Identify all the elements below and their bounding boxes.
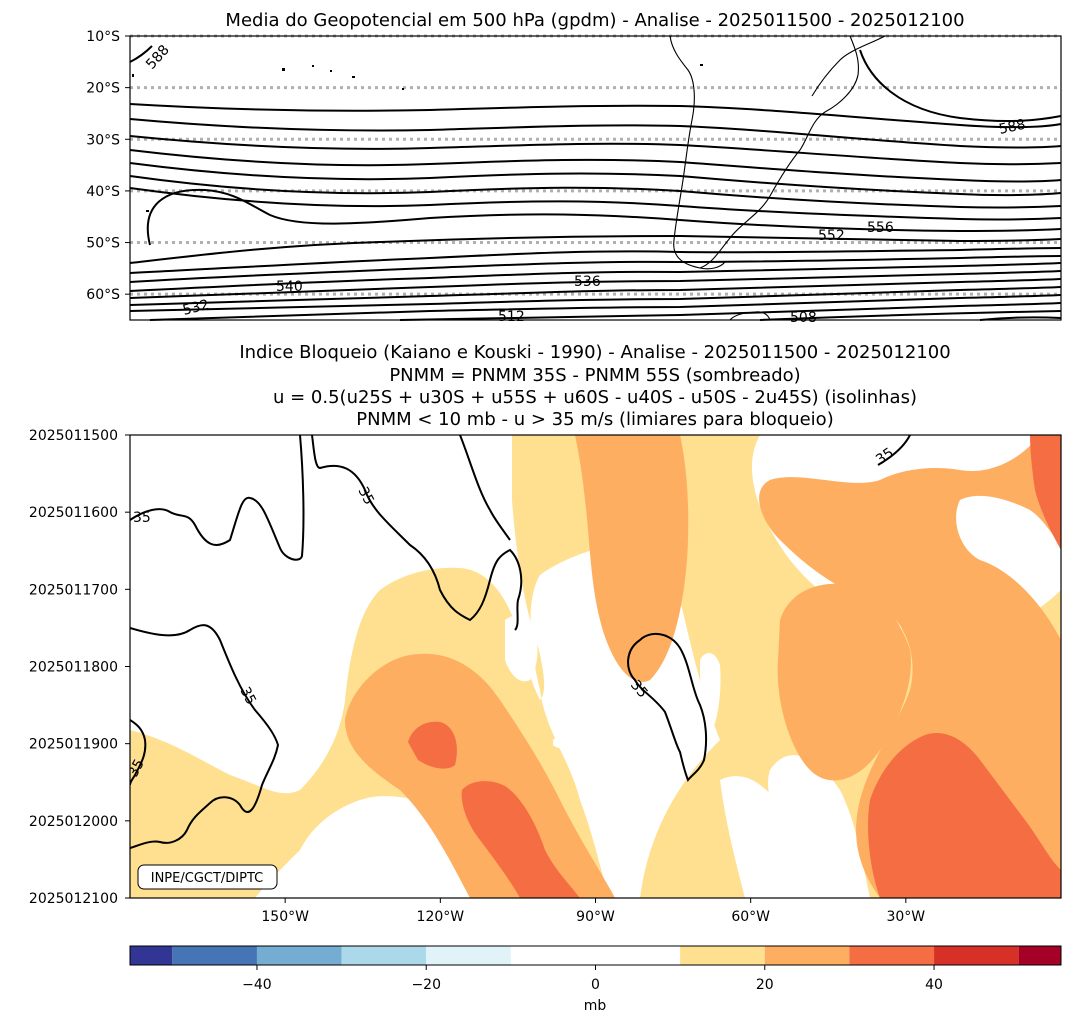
contour-label: 588 xyxy=(998,117,1027,138)
colorbar-ticks: −40 −20 0 20 40 xyxy=(242,965,943,993)
coastlines xyxy=(669,35,886,321)
time-tick-label: 2025012100 xyxy=(29,891,118,907)
colorbar-segment xyxy=(426,946,511,965)
hovmoller-title-line-4: PNMM < 10 mb - u > 35 m/s (limiares para… xyxy=(356,409,833,430)
colorbar-segment xyxy=(680,946,765,965)
time-tick-label: 2025011500 xyxy=(29,428,118,444)
latitude-tick-label: 10°S xyxy=(86,29,120,45)
isoline-label: 35 xyxy=(236,684,258,707)
latitude-tick-label: 40°S xyxy=(86,184,120,200)
longitude-tick-label: 60°W xyxy=(731,909,770,925)
credit-label: INPE/CGCT/DIPTC xyxy=(151,871,263,886)
credit-box-frame xyxy=(137,864,278,890)
longitude-tick-label: 30°W xyxy=(886,909,925,925)
hovmoller-titles: Indice Bloqueio (Kaiano e Kouski - 1990)… xyxy=(239,342,950,430)
hovmoller-title-line-1: Indice Bloqueio (Kaiano e Kouski - 1990)… xyxy=(239,342,950,363)
time-tick-label: 2025011900 xyxy=(29,737,118,753)
shading-below-10 xyxy=(505,615,812,898)
longitude-tick-label: 90°W xyxy=(576,909,615,925)
colorbar-tick-label: 20 xyxy=(756,977,774,993)
contour-label: 552 xyxy=(818,228,845,244)
time-tick-label: 2025011700 xyxy=(29,582,118,598)
colorbar: −40 −20 0 20 40 mb xyxy=(129,945,1062,1014)
hovmoller-title-line-2: PNMM = PNMM 35S - PNMM 55S (sombreado) xyxy=(389,365,800,386)
colorbar-tick-label: −20 xyxy=(411,977,441,993)
wind-35-isolines xyxy=(130,435,911,849)
colorbar-segments xyxy=(130,946,1061,965)
contour-label: 508 xyxy=(790,310,817,326)
colorbar-segment xyxy=(934,946,1019,965)
blocking-index-hovmoller: 35 35 35 35 35 35 xyxy=(130,435,1061,898)
map-title: Media do Geopotencial em 500 hPa (gpdm) … xyxy=(225,10,964,31)
latitude-tick-label: 60°S xyxy=(86,287,120,303)
colorbar-segment xyxy=(256,946,342,965)
colorbar-segment xyxy=(849,946,935,965)
colorbar-segment xyxy=(764,946,850,965)
latitude-tick-label: 50°S xyxy=(86,236,120,252)
contour-label: 532 xyxy=(181,297,211,319)
colorbar-tick-label: −40 xyxy=(242,977,272,993)
geopotential-map: 588 588 556 552 540 536 532 512 508 10°S… xyxy=(86,29,1062,326)
colorbar-segment xyxy=(1018,946,1061,965)
latitude-tick-label: 30°S xyxy=(86,132,120,148)
time-tick-label: 2025012000 xyxy=(29,814,118,830)
latitude-tick-label: 20°S xyxy=(86,81,120,97)
map-contour-labels: 588 588 556 552 540 536 532 512 508 xyxy=(143,42,1027,326)
hovmoller-longitude-ticks: 150°W 120°W 90°W 60°W 30°W xyxy=(261,898,925,925)
credit-box: INPE/CGCT/DIPTC xyxy=(137,864,278,890)
time-tick-label: 2025011600 xyxy=(29,505,118,521)
time-tick-label: 2025011800 xyxy=(29,660,118,676)
colorbar-segment xyxy=(130,946,173,965)
longitude-tick-label: 150°W xyxy=(261,909,309,925)
colorbar-label: mb xyxy=(584,998,607,1014)
colorbar-tick-label: 40 xyxy=(925,977,943,993)
longitude-tick-label: 120°W xyxy=(417,909,465,925)
isoline-label: 35 xyxy=(133,510,151,526)
hovmoller-title-line-3: u = 0.5(u25S + u30S + u55S + u60S - u40S… xyxy=(273,387,917,408)
colorbar-tick-label: 0 xyxy=(591,977,600,993)
map-latitude-ticks: 10°S 20°S 30°S 40°S 50°S 60°S xyxy=(86,29,130,303)
contour-label: 540 xyxy=(276,279,303,295)
islands xyxy=(132,64,703,212)
colorbar-segment xyxy=(510,946,681,965)
map-frame xyxy=(129,35,1062,321)
shading-30-40 xyxy=(408,435,1061,898)
contour-label: 536 xyxy=(574,274,601,290)
geopotential-contours xyxy=(129,45,1062,321)
colorbar-segment xyxy=(172,946,257,965)
shading-10-20 xyxy=(130,435,1061,898)
hovmoller-time-ticks: 2025011500 2025011600 2025011700 2025011800… xyxy=(29,428,130,907)
colorbar-segment xyxy=(341,946,427,965)
contour-label: 512 xyxy=(498,309,525,325)
contour-label: 556 xyxy=(867,220,894,236)
isoline-label: 35 xyxy=(354,484,376,507)
